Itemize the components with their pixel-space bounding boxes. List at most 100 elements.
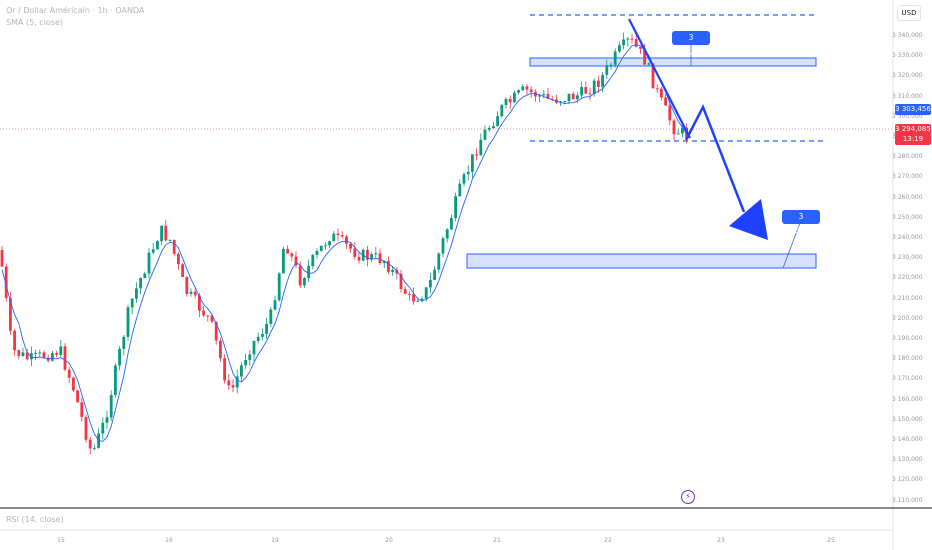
candle-body: [206, 315, 210, 317]
candle-body: [189, 291, 193, 294]
candle-body: [185, 276, 189, 294]
price-tick: 3 120,000: [892, 476, 923, 484]
candle-body: [93, 447, 96, 449]
candle-body: [550, 98, 554, 100]
candle-body: [38, 352, 42, 354]
candle-body: [252, 340, 256, 355]
candle-body: [655, 88, 659, 90]
candle-body: [181, 264, 184, 277]
candle-body: [462, 174, 466, 184]
candle-body: [290, 253, 294, 257]
candle-body: [63, 346, 67, 370]
candle-body: [399, 273, 403, 290]
price-tick: 3 310,000: [892, 92, 923, 100]
candle-body: [349, 243, 352, 249]
candle-body: [223, 358, 226, 381]
candle-body: [597, 80, 600, 87]
price-tick: 3 260,000: [892, 193, 923, 201]
candle-body: [412, 294, 415, 302]
candle-body: [231, 385, 235, 388]
candle-body: [244, 360, 247, 366]
candle-body: [198, 295, 201, 311]
candle-body: [395, 269, 399, 274]
candle-body: [319, 245, 323, 252]
candle-body: [403, 289, 407, 294]
candle-body: [324, 245, 327, 247]
candle-body: [429, 279, 432, 288]
countdown-label: 13:19: [895, 134, 931, 145]
candle-body: [307, 265, 310, 279]
time-tick: 15: [57, 537, 65, 544]
projection-line[interactable]: [684, 103, 746, 213]
candle-body: [672, 120, 676, 135]
candle-body: [437, 253, 441, 270]
candle-body: [576, 95, 579, 100]
price-tick: 3 330,000: [892, 52, 923, 60]
candle-body: [454, 196, 457, 219]
candle-body: [483, 129, 487, 140]
chart-title: Or / Dollar Américain · 1h · OANDA: [6, 6, 145, 15]
candle-body: [219, 340, 222, 359]
candle-body: [387, 261, 390, 272]
candle-body: [630, 38, 634, 40]
candle-body: [164, 225, 168, 241]
candle-body: [151, 249, 155, 253]
time-tick: 20: [385, 537, 393, 544]
candle-body: [72, 377, 75, 391]
candle-body: [332, 233, 336, 242]
candle-body: [336, 233, 340, 236]
currency-button[interactable]: USD: [897, 5, 921, 21]
target-zone[interactable]: [466, 253, 817, 269]
time-tick: 23: [717, 537, 725, 544]
candle-body: [492, 126, 495, 129]
lower-target-callout[interactable]: 3 225,166: [782, 210, 820, 235]
candle-body: [420, 298, 424, 301]
price-tick: 3 190,000: [892, 335, 923, 342]
price-tick: 3 200,000: [892, 314, 923, 322]
candle-body: [114, 365, 117, 395]
price-tick: 3 270,000: [892, 173, 923, 181]
candle-body: [76, 390, 79, 403]
candle-body: [613, 51, 617, 65]
candle-body: [513, 92, 516, 103]
candle-body: [311, 254, 315, 266]
time-tick: 22: [604, 537, 612, 544]
candle-body: [261, 333, 264, 337]
price-tick: 3 220,000: [892, 274, 923, 282]
price-tick: 3 170,000: [892, 375, 923, 383]
time-tick: 19: [271, 537, 279, 544]
time-tick: 25: [827, 537, 835, 544]
candle-body: [126, 307, 130, 337]
price-tick: 3 150,000: [892, 415, 923, 423]
candle-body: [13, 330, 16, 351]
candle-body: [135, 288, 138, 299]
candle-body: [130, 298, 134, 308]
resistance-zone[interactable]: [529, 57, 817, 67]
rsi-label[interactable]: RSI (14, close): [6, 515, 64, 524]
upper-target-callout[interactable]: 3 325,413: [672, 31, 710, 56]
candle-body: [25, 352, 29, 360]
time-tick: 16: [165, 537, 173, 544]
projection-arrow[interactable]: [729, 199, 768, 240]
candle-body: [193, 291, 197, 296]
candle-body: [374, 253, 378, 255]
candle-body: [4, 266, 8, 299]
candle-body: [55, 353, 58, 355]
candle-body: [202, 310, 205, 316]
lightning-icon[interactable]: ⚡: [681, 490, 695, 504]
candle-body: [51, 353, 54, 361]
candle-body: [21, 352, 25, 356]
candle-body: [147, 252, 151, 274]
candle-body: [340, 235, 344, 237]
candle-body: [109, 394, 113, 418]
trend-line[interactable]: [628, 18, 691, 139]
last-price-label: 3 294,085: [895, 124, 931, 135]
candle-body: [382, 261, 386, 264]
candle-body: [353, 248, 357, 257]
candle-body: [345, 236, 348, 244]
candle-body: [391, 269, 394, 272]
price-tick: 3 210,000: [892, 294, 923, 302]
indicator-label[interactable]: SMA (5, close): [6, 18, 64, 27]
candle-body: [282, 248, 285, 274]
